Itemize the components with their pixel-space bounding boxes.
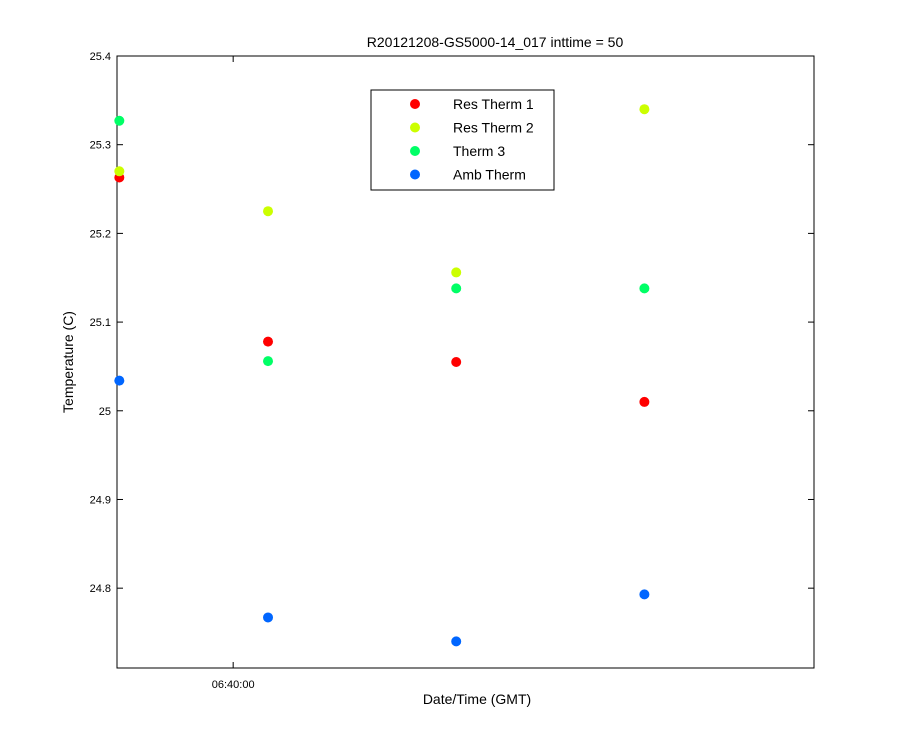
legend: Res Therm 1 Res Therm 2 Therm 3 Amb Therm	[370, 89, 555, 191]
legend-items: Res Therm 1 Res Therm 2 Therm 3 Amb Therm	[410, 96, 534, 183]
point-res-therm-2	[114, 166, 125, 177]
y-tick-label: 25.2	[90, 228, 111, 240]
y-tick-label: 24.9	[90, 494, 111, 506]
data-points	[114, 104, 650, 647]
point-amb-therm	[639, 589, 650, 600]
point-therm-3	[114, 115, 125, 126]
chart-title: R20121208-GS5000-14_017 inttime = 50	[367, 34, 624, 50]
point-res-therm-2	[639, 104, 650, 115]
legend-box	[370, 89, 555, 191]
legend-marker-res-therm-2	[410, 122, 420, 133]
x-tick-label: 06:40:00	[212, 679, 255, 691]
y-tick-label: 24.8	[90, 583, 111, 595]
x-axis-ticks: 06:40:00	[212, 56, 255, 691]
point-therm-3	[639, 283, 650, 294]
legend-marker-res-therm-1	[410, 99, 420, 109]
point-res-therm-1	[451, 357, 462, 367]
point-amb-therm	[451, 636, 462, 647]
point-res-therm-2	[263, 206, 274, 217]
legend-marker-therm-3	[410, 146, 420, 156]
y-tick-label: 25.3	[90, 140, 111, 152]
point-res-therm-1	[639, 396, 650, 407]
x-axis-label: Date/Time (GMT)	[423, 691, 531, 707]
point-amb-therm	[114, 375, 125, 386]
point-therm-3	[451, 283, 462, 294]
point-res-therm-1	[263, 336, 274, 347]
y-tick-label: 25.4	[90, 51, 111, 63]
y-axis-label: Temperature (C)	[60, 311, 76, 413]
legend-label-therm-3: Therm 3	[453, 143, 505, 159]
point-therm-3	[263, 356, 274, 367]
y-tick-label: 25.1	[90, 317, 111, 329]
legend-label-res-therm-1: Res Therm 1	[453, 96, 534, 112]
legend-label-amb-therm: Amb Therm	[453, 167, 526, 183]
legend-marker-amb-therm	[410, 169, 420, 180]
point-amb-therm	[263, 612, 274, 623]
y-tick-label: 25	[99, 406, 111, 418]
legend-label-res-therm-2: Res Therm 2	[453, 120, 534, 136]
y-axis-ticks: 24.8 24.9 25 25.1 25.2 25.3 25.4	[90, 51, 814, 595]
point-res-therm-2	[451, 267, 462, 278]
